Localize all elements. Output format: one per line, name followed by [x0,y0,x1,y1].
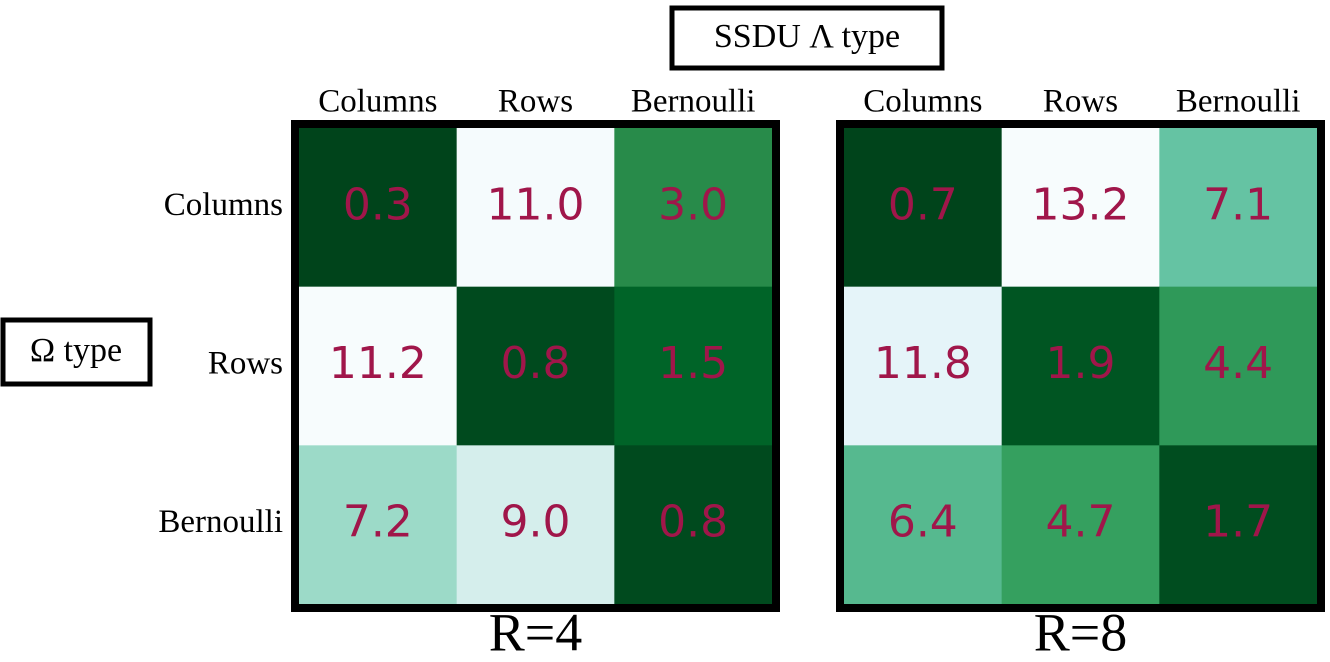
cell [299,286,458,446]
value-label: 11.0 [487,179,585,230]
frame [291,120,780,612]
cell [1001,286,1160,446]
value-label: 0.7 [888,179,958,230]
y-tick-label: Columns [164,187,283,223]
x-tick-label: Bernoulli [1176,84,1301,120]
value-label: 3.0 [658,179,728,230]
cell [456,445,615,605]
y-tick-label: Bernoulli [158,504,283,540]
cell [456,128,615,288]
value-label: 0.8 [658,497,728,548]
x-tick-label: Columns [863,84,982,120]
value-label: 9.0 [501,497,571,548]
x-tick-label: Columns [318,84,437,120]
value-label: 7.2 [343,497,413,548]
y-axis-label: Ω type [30,332,122,369]
cell [844,445,1003,605]
cell [1159,286,1318,446]
x-tick-label: Bernoulli [631,84,756,120]
x-axis-label: SSDU Λ type [714,18,900,55]
cell [844,128,1003,288]
panel-title: R=8 [1034,602,1127,662]
xlabel-box [669,5,945,71]
cell [614,128,773,288]
cell [1159,128,1318,288]
value-label: 0.8 [501,338,571,389]
y-tick-label: Rows [208,346,283,382]
value-label: 0.3 [343,179,413,230]
ylabel-box [0,317,153,387]
cell [614,286,773,446]
cell [456,286,615,446]
cell [299,445,458,605]
cell [1001,445,1160,605]
frame [836,120,1325,612]
value-label: 1.9 [1046,338,1116,389]
value-label: 6.4 [888,497,958,548]
value-label: 4.4 [1203,338,1273,389]
panel-title: R=4 [489,602,582,662]
cell [844,286,1003,446]
cell [614,445,773,605]
cell [299,128,458,288]
cell [1001,128,1160,288]
value-label: 13.2 [1032,179,1130,230]
value-label: 11.2 [329,338,427,389]
value-label: 11.8 [874,338,972,389]
value-label: 7.1 [1203,179,1273,230]
cell [1159,445,1318,605]
x-tick-label: Rows [1043,84,1118,120]
value-label: 1.7 [1203,497,1273,548]
value-label: 1.5 [658,338,728,389]
x-tick-label: Rows [498,84,573,120]
value-label: 4.7 [1046,497,1116,548]
